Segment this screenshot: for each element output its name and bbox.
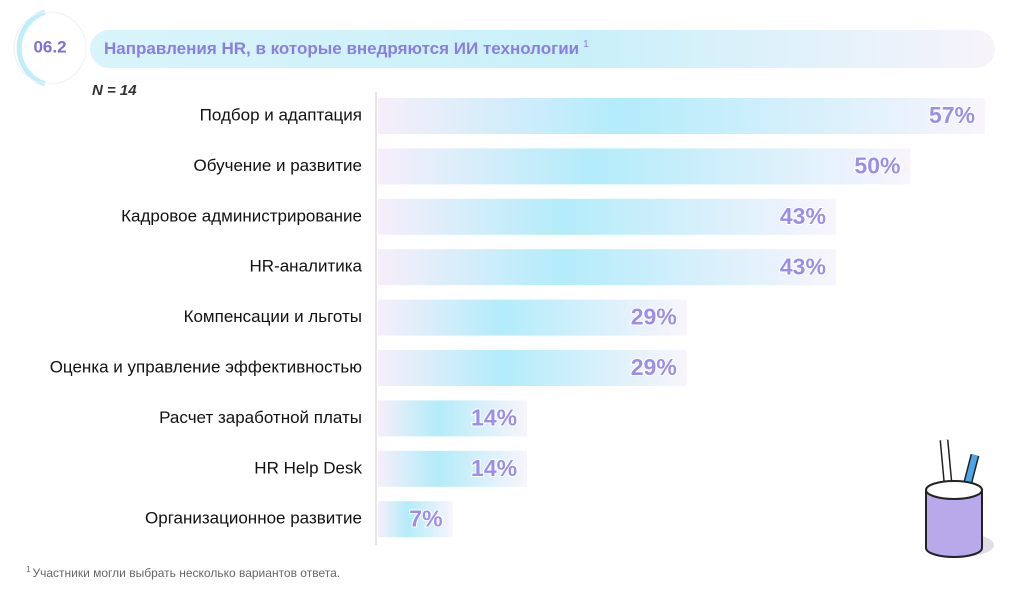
- value-label: 57%: [929, 102, 975, 128]
- value-label: 14%: [471, 404, 517, 430]
- value-label: 50%: [854, 152, 900, 178]
- title-pill: [90, 30, 995, 68]
- title-note: 1: [583, 39, 589, 50]
- category-label: Компенсации и льготы: [184, 307, 362, 326]
- value-label: 43%: [780, 253, 826, 279]
- title-text: Направления HR, в которые внедряются ИИ …: [104, 39, 579, 58]
- value-label: 14%: [471, 455, 517, 481]
- footnote: 1 Участники могли выбрать несколько вариа…: [26, 565, 340, 580]
- category-label: Организационное развитие: [145, 509, 362, 528]
- category-label: Оценка и управление эффективностью: [50, 357, 363, 376]
- subtitle: N = 14: [92, 82, 137, 99]
- chart-title: Направления HR, в которые внедряются ИИ …: [104, 39, 589, 59]
- bar: [378, 249, 836, 286]
- bar: [378, 148, 911, 185]
- section-circle: [13, 11, 87, 85]
- category-label: HR Help Desk: [254, 458, 362, 477]
- section-arc: [16, 9, 46, 87]
- footnote-marker: 1: [26, 565, 31, 574]
- bar: [378, 299, 687, 336]
- bar: [378, 98, 985, 134]
- plot: Подбор и адаптация 57% Обучение и развитие…: [50, 98, 985, 538]
- value-label: 43%: [780, 203, 826, 229]
- value-label: 7%: [409, 505, 442, 531]
- bar: [378, 350, 687, 386]
- bar: [378, 400, 528, 437]
- category-label: Подбор и адаптация: [200, 105, 362, 124]
- category-label: Кадровое администрирование: [121, 206, 362, 225]
- category-label: Расчет заработной платы: [159, 408, 362, 427]
- section-number: 06.2: [33, 37, 66, 56]
- value-label: 29%: [631, 354, 677, 380]
- footnote-text: Участники могли выбрать несколько вариан…: [32, 566, 340, 580]
- bar: [378, 501, 453, 538]
- category-label: HR-аналитика: [250, 257, 363, 276]
- bar: [378, 198, 836, 235]
- value-label: 29%: [631, 304, 677, 330]
- pencil-cup-icon: [925, 439, 994, 558]
- bar: [378, 450, 528, 487]
- category-label: Обучение и развитие: [194, 156, 362, 175]
